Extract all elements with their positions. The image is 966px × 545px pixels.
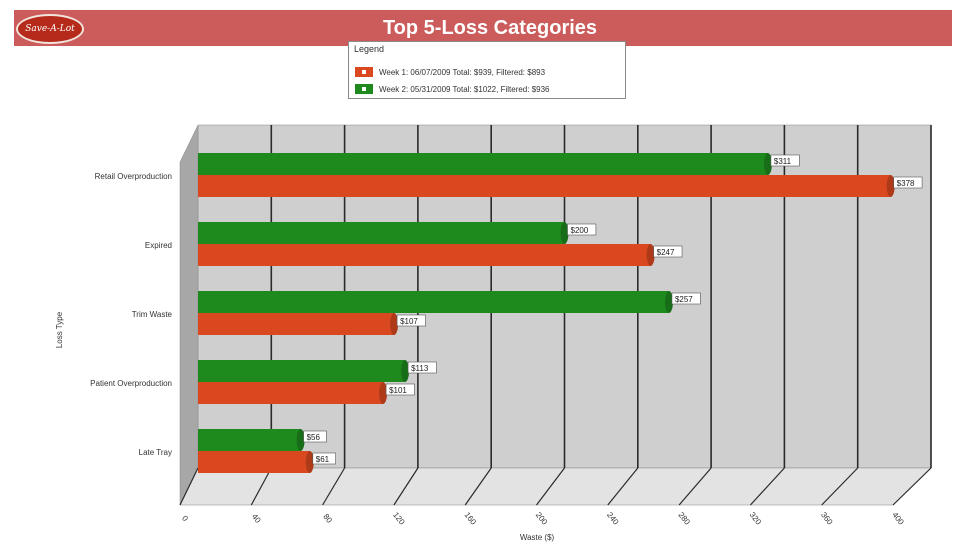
x-axis-title: Waste ($) xyxy=(520,533,555,542)
data-label-box xyxy=(385,383,415,396)
floor-gridline xyxy=(536,467,565,506)
bar-cap xyxy=(763,153,772,175)
floor-gridline xyxy=(678,467,712,506)
x-tick-label: 280 xyxy=(676,510,692,526)
legend-title: Legend xyxy=(354,44,385,54)
x-tick-label: 320 xyxy=(748,510,764,526)
x-tick-label: 400 xyxy=(890,510,906,526)
header-bar xyxy=(14,10,952,46)
legend-entry-week1: Week 1: 06/07/2009 Total: $939, Filtered… xyxy=(355,66,545,78)
bar-cap xyxy=(646,244,655,266)
x-tick-label: 0 xyxy=(180,514,190,523)
category-label: Trim Waste xyxy=(132,310,173,319)
x-tick-label: 360 xyxy=(819,510,835,526)
category-label: Late Tray xyxy=(139,448,172,457)
data-label: $107 xyxy=(400,317,418,326)
data-label-box xyxy=(893,176,923,189)
bar xyxy=(198,244,651,266)
legend-entry-week2: Week 2: 05/31/2009 Total: $1022, Filtere… xyxy=(355,83,550,95)
bar-cap xyxy=(886,175,895,197)
floor-gridline xyxy=(250,467,272,506)
bar xyxy=(198,175,891,197)
legend-swatch-week2 xyxy=(355,84,373,94)
bar xyxy=(198,451,310,473)
floor-gridline xyxy=(464,467,492,506)
data-label: $56 xyxy=(307,433,321,442)
data-label-box xyxy=(312,452,336,465)
bar xyxy=(198,360,406,382)
bar xyxy=(198,429,301,451)
data-label-box xyxy=(396,314,426,327)
bar xyxy=(198,222,565,244)
data-label-box xyxy=(567,223,597,236)
x-tick-label: 240 xyxy=(605,510,621,526)
data-label: $61 xyxy=(316,455,330,464)
bar xyxy=(198,313,395,335)
floor-gridline xyxy=(892,467,932,506)
x-tick-label: 200 xyxy=(534,510,550,526)
data-label-box xyxy=(303,430,327,443)
bar-cap xyxy=(379,382,388,404)
floor-gridline xyxy=(749,467,785,506)
floor xyxy=(179,467,932,506)
floor-gridline xyxy=(179,467,199,506)
bar xyxy=(198,382,384,404)
data-label-box xyxy=(770,154,800,167)
legend-label-week2: Week 2: 05/31/2009 Total: $1022, Filtere… xyxy=(379,84,550,94)
floor-gridline xyxy=(393,467,419,506)
y-axis-title: Loss Type xyxy=(55,311,64,348)
bar-cap xyxy=(401,360,410,382)
bar-cap xyxy=(560,222,569,244)
data-label-box xyxy=(671,292,701,305)
brand-logo: Save-A-Lot xyxy=(16,14,84,44)
floor-gridline xyxy=(821,467,859,506)
x-tick-label: 160 xyxy=(463,510,479,526)
category-label: Patient Overproduction xyxy=(90,379,172,388)
data-label: $247 xyxy=(657,248,675,257)
data-label: $311 xyxy=(774,157,792,166)
bar xyxy=(198,153,768,175)
category-label: Expired xyxy=(145,241,172,250)
data-label: $113 xyxy=(411,364,429,373)
data-label: $200 xyxy=(571,226,589,235)
legend: Legend Week 1: 06/07/2009 Total: $939, F… xyxy=(348,41,626,99)
data-label-box xyxy=(653,245,683,258)
bar-cap xyxy=(305,451,314,473)
data-label: $101 xyxy=(389,386,407,395)
legend-label-week1: Week 1: 06/07/2009 Total: $939, Filtered… xyxy=(379,67,546,77)
bar-cap xyxy=(390,313,399,335)
bar-cap xyxy=(296,429,305,451)
x-tick-label: 120 xyxy=(391,510,407,526)
side-wall xyxy=(179,124,199,506)
legend-swatch-week1 xyxy=(355,67,373,77)
floor-gridline xyxy=(607,467,639,506)
data-label: $378 xyxy=(897,179,915,188)
data-label-box xyxy=(407,361,437,374)
bar-cap xyxy=(664,291,673,313)
floor-gridline xyxy=(322,467,346,506)
data-label: $257 xyxy=(675,295,693,304)
x-tick-label: 40 xyxy=(250,512,263,525)
x-tick-label: 80 xyxy=(321,512,334,525)
bar xyxy=(198,291,669,313)
chart-title: Top 5-Loss Categories xyxy=(382,17,598,39)
category-label: Retail Overproduction xyxy=(95,172,172,181)
